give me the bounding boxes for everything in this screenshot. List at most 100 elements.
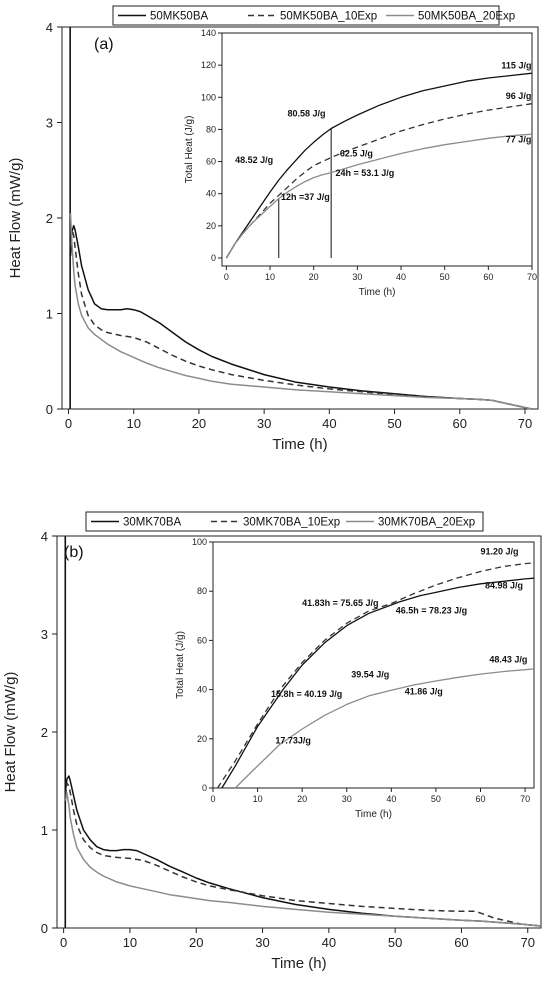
x-tick-label: 10 <box>126 416 140 431</box>
legend-box <box>85 511 484 532</box>
legend-entry: 50MK50BA_20Exp <box>418 11 515 23</box>
inset-annotation: 96 J/g <box>506 91 532 101</box>
chart-panel-a: 0 10 20 30 40 50 60 70 0 1 2 3 4 Time (h) Heat Flow (m… <box>7 5 539 453</box>
inset-x-tick-label: 20 <box>297 794 307 804</box>
y-tick-label: 0 <box>41 921 48 936</box>
inset-x-tick-label: 20 <box>309 272 319 282</box>
inset-x-tick-label: 50 <box>431 794 441 804</box>
inset-y-tick-label: 80 <box>197 586 207 596</box>
inset-annotation: 17.73J/g <box>275 736 311 746</box>
inset-annotation: 62.5 J/g <box>340 149 373 159</box>
inset-y-tick-label: 100 <box>192 537 207 547</box>
inset-annotation: 41.86 J/g <box>405 687 443 697</box>
x-tick-label: 60 <box>453 416 467 431</box>
x-tick-label: 40 <box>322 416 336 431</box>
inset-annotation: 46.5h = 78.23 J/g <box>396 605 467 615</box>
y-tick-label: 0 <box>46 402 53 417</box>
inset-x-tick-label: 70 <box>520 794 530 804</box>
x-tick-label: 40 <box>322 935 336 950</box>
inset-chart: 0 10 20 30 40 50 60 70 0 20 40 60 80 100 120 140 Time (h… <box>184 28 537 298</box>
x-tick-label: 50 <box>387 416 401 431</box>
legend-entry: 50MK50BA <box>150 11 209 23</box>
legend-entry: 30MK70BA_20Exp <box>378 517 475 529</box>
inset-annotation: 24h = 53.1 J/g <box>336 168 395 178</box>
inset-y-tick-label: 20 <box>206 221 216 231</box>
inset-series-line-30MK70BA_20Exp <box>234 668 535 789</box>
inset-x-tick-label: 40 <box>396 272 406 282</box>
legend-entry: 50MK50BA_10Exp <box>280 11 377 23</box>
inset-series-line-30MK70BA <box>221 577 535 789</box>
panel-label: (a) <box>94 36 114 53</box>
y-tick-label: 2 <box>46 211 53 226</box>
inset-series-line-50MK50BA_10Exp <box>225 103 533 259</box>
x-tick-label: 30 <box>257 416 271 431</box>
x-axis-label: Time (h) <box>271 955 326 972</box>
inset-annotation: 41.83h = 75.65 J/g <box>302 598 378 608</box>
inset-x-tick-label: 30 <box>352 272 362 282</box>
inset-y-tick-label: 20 <box>197 734 207 744</box>
legend-entry: 30MK70BA_10Exp <box>243 517 340 529</box>
x-tick-label: 70 <box>521 935 535 950</box>
y-tick-label: 4 <box>41 529 48 544</box>
inset-y-tick-label: 60 <box>197 635 207 645</box>
x-tick-label: 60 <box>454 935 468 950</box>
x-tick-label: 0 <box>65 416 72 431</box>
inset-x-tick-label: 70 <box>527 272 537 282</box>
inset-annotation: 80.58 J/g <box>287 109 325 119</box>
y-tick-label: 1 <box>41 823 48 838</box>
x-tick-label: 20 <box>189 935 203 950</box>
x-tick-label: 20 <box>192 416 206 431</box>
x-tick-label: 70 <box>518 416 532 431</box>
inset-annotation: 48.52 J/g <box>235 155 273 165</box>
panel-label: (b) <box>64 544 84 561</box>
inset-annotation: 84.98 J/g <box>485 581 523 591</box>
inset-x-tick-label: 60 <box>475 794 485 804</box>
inset-frame <box>221 32 533 267</box>
y-axis-label: Heat Flow (mW/g) <box>7 158 24 279</box>
inset-x-tick-label: 0 <box>224 272 229 282</box>
legend-entry: 30MK70BA <box>123 517 182 529</box>
x-tick-label: 0 <box>60 935 67 950</box>
inset-annotation: 12h =37 J/g <box>281 192 330 202</box>
inset-x-tick-label: 40 <box>386 794 396 804</box>
x-tick-label: 50 <box>388 935 402 950</box>
inset-x-tick-label: 10 <box>253 794 263 804</box>
inset-y-tick-label: 80 <box>206 124 216 134</box>
inset-y-tick-label: 0 <box>202 783 207 793</box>
inset-annotation: 48.43 J/g <box>489 655 527 665</box>
legend-box <box>112 5 500 26</box>
inset-x-tick-label: 60 <box>483 272 493 282</box>
inset-annotation: 15.8h = 40.19 J/g <box>271 689 342 699</box>
inset-annotation: 39.54 J/g <box>351 669 389 679</box>
inset-y-axis-label: Total Heat (J/g) <box>184 116 195 184</box>
x-tick-label: 30 <box>255 935 269 950</box>
inset-y-tick-label: 60 <box>206 157 216 167</box>
inset-series-line-50MK50BA <box>225 72 533 259</box>
inset-y-axis-label: Total Heat (J/g) <box>175 631 186 699</box>
y-axis-label: Heat Flow (mW/g) <box>2 672 19 793</box>
inset-annotation: 91.20 J/g <box>481 546 519 556</box>
y-tick-label: 3 <box>46 116 53 131</box>
inset-annotation: 115 J/g <box>501 60 531 70</box>
y-tick-label: 2 <box>41 725 48 740</box>
inset-y-tick-label: 100 <box>201 92 216 102</box>
legend: 30MK70BA 30MK70BA_10Exp 30MK70BA_20Exp <box>85 511 484 532</box>
inset-x-tick-label: 30 <box>342 794 352 804</box>
inset-y-tick-label: 0 <box>211 253 216 263</box>
inset-y-tick-label: 140 <box>201 28 216 38</box>
inset-y-tick-label: 120 <box>201 60 216 70</box>
inset-x-tick-label: 50 <box>440 272 450 282</box>
y-tick-label: 1 <box>46 307 53 322</box>
inset-x-axis-label: Time (h) <box>355 809 392 820</box>
inset-chart: 0 10 20 30 40 50 60 70 0 20 40 60 80 100 Time (h) Total… <box>175 537 535 820</box>
y-tick-label: 3 <box>41 627 48 642</box>
x-tick-label: 10 <box>123 935 137 950</box>
inset-x-tick-label: 0 <box>210 794 215 804</box>
legend: 50MK50BA 50MK50BA_10Exp 50MK50BA_20Exp <box>112 5 515 26</box>
x-axis-label: Time (h) <box>272 436 327 453</box>
inset-y-tick-label: 40 <box>197 685 207 695</box>
inset-series-line-50MK50BA_20Exp <box>225 133 533 259</box>
inset-annotation: 77 J/g <box>506 134 532 144</box>
series-line-50MK50BA_20Exp <box>69 213 532 410</box>
